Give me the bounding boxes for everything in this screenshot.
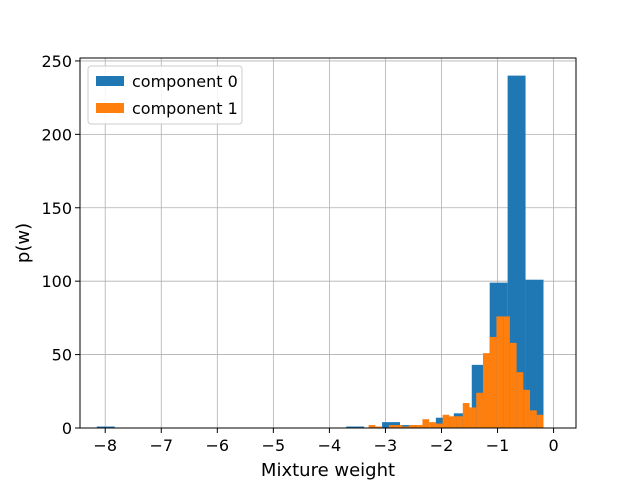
plot-frame <box>79 57 577 429</box>
bar-series1-bin14 <box>469 407 477 428</box>
bar-series0-bin9 <box>525 279 544 428</box>
x-tick-label-0: −8 <box>93 436 117 455</box>
bar-series1-bin3 <box>395 425 403 428</box>
x-tick-label-4: −4 <box>318 436 342 455</box>
bar-series1-bin2 <box>388 425 396 428</box>
bar-series1-bin8 <box>429 422 436 428</box>
bar-series1-bin6 <box>415 425 423 428</box>
bar-series1-bin7 <box>422 419 430 428</box>
legend-swatch-1 <box>96 103 124 113</box>
y-tick-label-1: 50 <box>52 346 72 365</box>
bar-series1-bin16 <box>482 353 490 428</box>
bar-series1-bin13 <box>462 403 470 428</box>
bar-series0-bin8 <box>507 75 526 428</box>
bar-series1-bin20 <box>509 342 517 428</box>
bar-series1-bin10 <box>442 414 450 428</box>
x-tick-label-1: −7 <box>149 436 173 455</box>
bar-series1-bin21 <box>516 372 524 428</box>
bar-series1-bin4 <box>402 426 409 428</box>
x-tick-label-7: −1 <box>486 436 510 455</box>
histogram-bars <box>96 75 544 428</box>
bar-series1-bin18 <box>496 316 504 428</box>
bar-series0-bin1 <box>346 426 365 428</box>
legend-label-1: component 1 <box>132 99 238 118</box>
y-tick-label-2: 100 <box>41 272 72 291</box>
x-tick-label-2: −6 <box>206 436 230 455</box>
x-tick-label-3: −5 <box>262 436 286 455</box>
x-tick-label-6: −2 <box>430 436 454 455</box>
y-tick-label-3: 150 <box>41 199 72 218</box>
x-axis-label: Mixture weight <box>261 460 395 480</box>
axis-ticks: −8 −7 −6 −5 −4 −3 −2 −1 0 0 50 100 150 200 250 <box>41 52 558 455</box>
y-tick-label-4: 200 <box>41 125 72 144</box>
legend-box <box>87 65 243 125</box>
bar-series1-bin11 <box>449 416 457 428</box>
legend-swatch-0 <box>96 76 124 86</box>
legend: component 0 component 1 <box>87 65 243 125</box>
bar-series1-bin23 <box>530 410 537 428</box>
bar-series0-bin0 <box>96 426 115 428</box>
x-tick-label-8: 0 <box>548 436 558 455</box>
bar-series1-bin12 <box>456 416 463 428</box>
bar-series1-bin9 <box>435 423 443 428</box>
bar-series0-bin2 <box>382 422 401 428</box>
bar-series1-bin5 <box>408 425 416 428</box>
bar-series1-bin19 <box>503 316 510 428</box>
bar-series1-bin1 <box>375 426 383 428</box>
bar-series1-bin0 <box>368 425 376 428</box>
legend-label-0: component 0 <box>132 72 238 91</box>
y-axis-label: p(w) <box>13 223 34 263</box>
bar-series1-bin17 <box>489 336 497 428</box>
bar-series1-bin15 <box>476 392 483 428</box>
y-tick-label-0: 0 <box>62 419 72 438</box>
bar-series1-bin24 <box>536 414 544 428</box>
x-tick-label-5: −3 <box>374 436 398 455</box>
y-tick-label-5: 250 <box>41 52 72 71</box>
bar-series1-bin22 <box>523 389 531 428</box>
